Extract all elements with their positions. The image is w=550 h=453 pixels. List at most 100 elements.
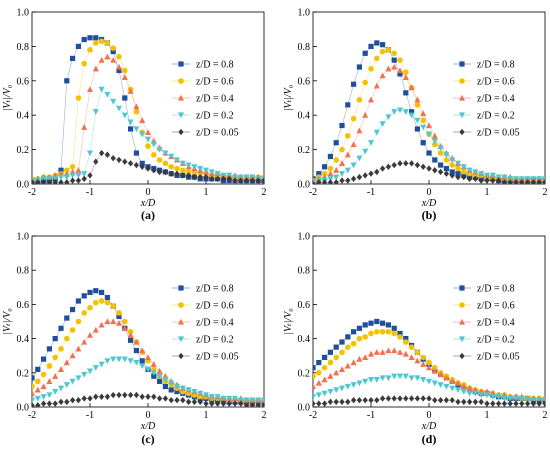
y-axis-label: |Vₜ|/V₀ xyxy=(2,84,13,111)
data-point xyxy=(174,396,180,404)
data-point xyxy=(197,398,203,406)
y-tick-label: 1.0 xyxy=(17,8,30,19)
data-point xyxy=(478,177,484,184)
data-point xyxy=(530,400,536,407)
data-point xyxy=(403,395,409,402)
data-point xyxy=(321,390,328,397)
data-point xyxy=(40,383,47,390)
series-4 xyxy=(313,160,545,184)
data-point xyxy=(156,157,163,163)
data-point xyxy=(145,393,151,400)
data-point xyxy=(133,391,139,399)
data-point xyxy=(121,325,128,331)
data-point xyxy=(397,395,403,402)
y-tick-label: 0.0 xyxy=(298,403,311,414)
data-point xyxy=(220,395,227,402)
data-point xyxy=(322,400,328,407)
data-point xyxy=(385,375,392,382)
data-point xyxy=(426,359,432,366)
data-point xyxy=(513,395,519,402)
data-point xyxy=(75,318,82,325)
data-point xyxy=(339,177,345,184)
data-point xyxy=(40,394,47,400)
data-point xyxy=(32,397,35,404)
x-tick-label: 0 xyxy=(146,410,151,421)
data-point xyxy=(313,180,316,184)
data-point xyxy=(185,162,192,169)
data-point xyxy=(122,391,128,399)
data-point xyxy=(93,393,99,400)
data-point xyxy=(87,35,93,41)
data-point xyxy=(333,167,340,173)
data-point xyxy=(244,402,250,407)
legend-marker xyxy=(178,302,184,308)
panel-a: -2 -1 0 1 2 0.0 0.2 0.4 0.6 0.8 1.0 x/D |Vₜ|/V₀ z/D =… xyxy=(2,8,267,223)
data-point xyxy=(157,395,163,402)
data-point xyxy=(180,167,186,174)
data-point xyxy=(104,393,110,400)
legend-entry: z/D = 0.05 xyxy=(477,128,520,139)
data-point xyxy=(449,162,456,168)
data-point xyxy=(255,397,262,404)
data-point xyxy=(70,55,76,62)
data-point xyxy=(58,167,64,173)
data-point xyxy=(110,391,116,399)
legend-entry: z/D = 0.2 xyxy=(196,335,234,346)
data-point xyxy=(327,359,334,366)
data-point xyxy=(344,167,351,174)
data-point xyxy=(339,122,345,129)
legend: z/D = 0.8 z/D = 0.6 z/D = 0.4 z/D = 0.2 z/D … xyxy=(453,60,520,139)
data-point xyxy=(133,347,139,354)
data-point xyxy=(443,170,449,177)
data-point xyxy=(321,364,328,371)
data-point xyxy=(339,171,345,177)
legend-marker xyxy=(178,112,184,119)
data-point xyxy=(52,389,59,395)
data-point xyxy=(385,395,391,402)
x-tick-label: 2 xyxy=(262,187,267,198)
data-point xyxy=(356,355,363,362)
data-point xyxy=(356,173,362,181)
data-point xyxy=(203,400,209,407)
data-point xyxy=(449,385,456,392)
data-point xyxy=(145,136,151,143)
data-point xyxy=(133,126,140,133)
data-point xyxy=(316,359,322,366)
data-point xyxy=(87,395,93,402)
data-point xyxy=(345,102,351,108)
data-point xyxy=(327,179,333,184)
data-point xyxy=(168,170,174,177)
data-point xyxy=(501,179,507,184)
data-point xyxy=(70,396,76,404)
data-point xyxy=(460,389,467,395)
data-point xyxy=(414,161,420,169)
x-axis-label: x/D xyxy=(140,421,156,432)
data-point xyxy=(110,155,116,162)
data-point xyxy=(46,400,52,407)
legend-entry: z/D = 0.8 xyxy=(477,60,515,71)
data-point xyxy=(496,400,502,407)
data-point xyxy=(116,53,122,60)
data-point xyxy=(350,162,357,169)
data-point xyxy=(373,82,380,89)
data-point xyxy=(185,169,192,175)
x-tick-label: 2 xyxy=(262,410,267,421)
data-point xyxy=(397,349,403,355)
data-point xyxy=(157,168,163,176)
x-axis-label: x/D xyxy=(421,198,437,209)
data-point xyxy=(414,349,421,356)
data-point xyxy=(362,334,369,340)
data-point xyxy=(87,172,93,179)
x-tick-label: 1 xyxy=(204,410,209,421)
data-point xyxy=(46,392,53,399)
legend-entry: z/D = 0.4 xyxy=(196,94,234,105)
x-tick-label: -2 xyxy=(28,410,36,421)
data-point xyxy=(145,354,151,361)
data-point xyxy=(93,40,99,46)
data-point xyxy=(93,158,99,165)
data-point xyxy=(313,394,316,400)
data-point xyxy=(40,371,47,378)
data-point xyxy=(127,87,134,94)
data-point xyxy=(150,370,157,376)
data-point xyxy=(530,179,536,184)
